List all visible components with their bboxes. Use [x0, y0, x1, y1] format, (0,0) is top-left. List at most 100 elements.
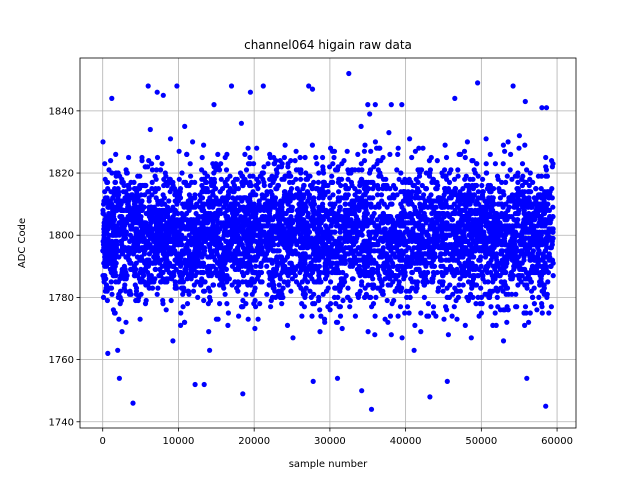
data-point	[338, 279, 345, 285]
data-point	[337, 204, 343, 210]
data-point	[498, 229, 504, 235]
data-point	[338, 257, 344, 263]
data-point	[192, 273, 198, 279]
data-point	[358, 123, 364, 129]
data-point	[115, 189, 121, 195]
data-point	[340, 248, 346, 254]
data-point	[401, 189, 407, 195]
data-point	[148, 220, 154, 226]
data-point	[500, 338, 507, 344]
data-point	[550, 204, 556, 210]
data-point	[316, 170, 322, 176]
data-point	[430, 304, 437, 310]
data-point	[537, 242, 543, 248]
data-point	[152, 260, 158, 266]
data-point	[199, 276, 205, 282]
data-point	[380, 220, 386, 226]
data-point	[504, 217, 510, 223]
data-point	[315, 179, 321, 185]
data-point	[479, 301, 485, 307]
data-point	[363, 242, 369, 248]
data-point	[524, 282, 530, 288]
data-point	[204, 220, 210, 226]
data-point	[285, 282, 291, 288]
data-point	[493, 223, 499, 229]
data-point	[193, 238, 199, 244]
data-point	[372, 313, 378, 319]
data-point	[201, 142, 207, 148]
data-point	[479, 248, 485, 254]
data-point	[500, 204, 506, 210]
data-point	[509, 176, 515, 182]
data-point	[267, 176, 273, 182]
data-point	[258, 238, 264, 244]
data-point	[346, 223, 353, 229]
data-point	[524, 220, 530, 226]
data-point	[265, 248, 271, 254]
data-point	[119, 329, 125, 335]
data-point	[313, 279, 319, 285]
data-point	[440, 273, 446, 279]
data-point	[309, 142, 315, 148]
data-point	[533, 235, 539, 241]
data-point	[238, 120, 244, 126]
data-point	[238, 257, 244, 263]
data-point	[373, 294, 379, 300]
data-point	[338, 235, 344, 241]
data-point	[122, 229, 128, 235]
data-point	[354, 195, 360, 201]
data-point	[243, 291, 249, 297]
data-point	[212, 210, 218, 217]
data-point	[455, 173, 461, 179]
data-point	[376, 173, 382, 179]
data-point	[187, 198, 193, 204]
data-point	[479, 182, 485, 189]
data-point	[402, 310, 408, 316]
data-point	[396, 176, 402, 182]
data-point	[321, 214, 327, 220]
data-point	[285, 217, 291, 223]
data-point	[424, 313, 430, 319]
data-point	[116, 254, 122, 260]
data-point	[149, 192, 155, 198]
data-point	[310, 301, 316, 307]
data-point	[106, 167, 112, 173]
data-point	[500, 161, 506, 167]
data-point	[392, 288, 398, 294]
data-point	[543, 217, 549, 223]
data-point	[267, 214, 273, 220]
data-point	[492, 266, 498, 272]
data-point	[222, 273, 228, 279]
data-point	[286, 266, 292, 272]
data-point	[339, 325, 345, 332]
data-point	[401, 223, 407, 229]
data-point	[462, 322, 468, 328]
data-point	[127, 217, 134, 223]
data-point	[418, 310, 424, 316]
data-point	[417, 170, 423, 176]
data-point	[526, 189, 532, 195]
data-point	[511, 254, 518, 260]
data-point	[128, 207, 134, 213]
data-point	[199, 154, 205, 161]
data-point	[320, 238, 326, 244]
data-point	[501, 282, 507, 288]
data-point	[155, 285, 161, 291]
data-point	[546, 195, 552, 201]
data-point	[548, 263, 554, 269]
data-point	[224, 182, 230, 189]
data-point	[522, 304, 529, 310]
data-point	[345, 210, 351, 217]
data-point	[133, 260, 139, 266]
data-point	[530, 248, 537, 254]
data-point	[247, 242, 253, 248]
data-point	[470, 158, 476, 164]
data-point	[245, 316, 251, 322]
data-point	[299, 301, 305, 307]
data-point	[419, 182, 425, 189]
data-point	[324, 232, 331, 238]
data-point	[292, 158, 298, 164]
data-point	[192, 229, 198, 235]
data-point	[257, 301, 263, 307]
data-point	[295, 220, 301, 226]
